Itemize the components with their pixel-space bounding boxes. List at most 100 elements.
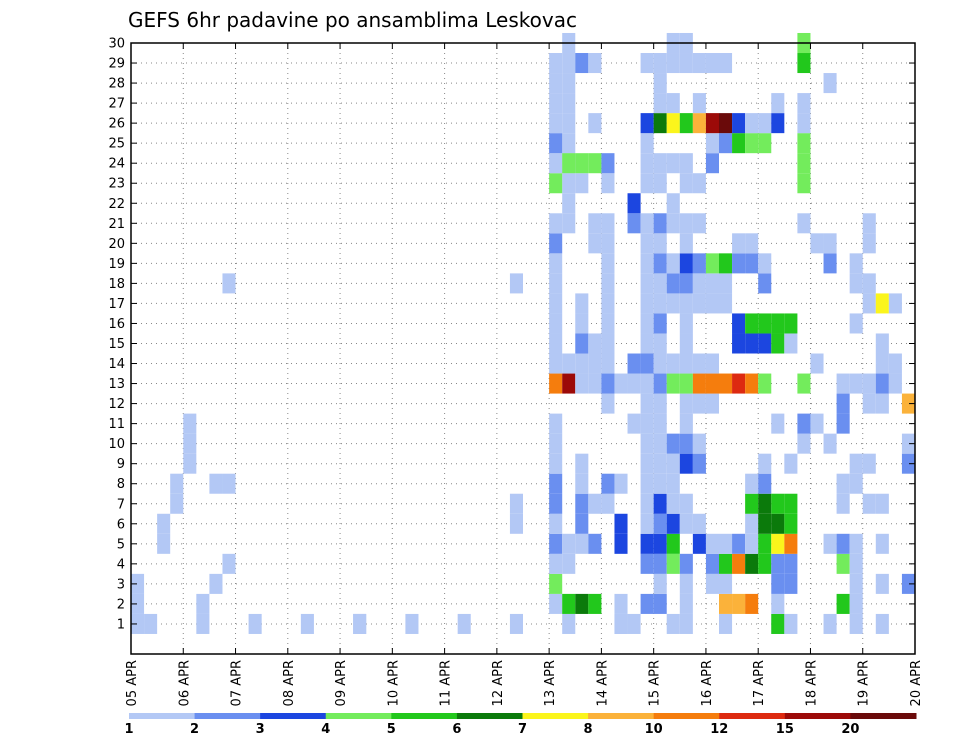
heatmap-cell	[692, 513, 706, 534]
heatmap-cell	[797, 53, 811, 74]
heatmap-cell	[509, 273, 523, 294]
heatmap-cell	[575, 53, 589, 74]
heatmap-cell	[666, 373, 680, 394]
heatmap-cell	[823, 73, 837, 94]
heatmap-cell	[771, 573, 785, 594]
heatmap-cell	[196, 613, 210, 634]
heatmap-cell	[666, 153, 680, 174]
heatmap-cell	[222, 473, 236, 494]
heatmap-cell	[836, 533, 850, 554]
heatmap-cell	[575, 373, 589, 394]
y-tick-label: 23	[108, 177, 125, 192]
heatmap-cell	[562, 213, 576, 234]
heatmap-cell	[666, 353, 680, 374]
heatmap-cell	[549, 513, 563, 534]
heatmap-cell	[862, 373, 876, 394]
heatmap-cell	[692, 93, 706, 114]
heatmap-cell	[719, 573, 733, 594]
heatmap-cell	[862, 453, 876, 474]
heatmap-cell	[849, 593, 863, 614]
heatmap-cell	[692, 213, 706, 234]
heatmap-cell	[549, 173, 563, 194]
heatmap-cell	[562, 353, 576, 374]
heatmap-cell	[797, 133, 811, 154]
heatmap-cell	[732, 133, 746, 154]
heatmap-cell	[719, 253, 733, 274]
heatmap-cell	[653, 293, 667, 314]
heatmap-cell	[562, 193, 576, 214]
heatmap-cell	[745, 113, 759, 134]
heatmap-cell	[562, 533, 576, 554]
heatmap-cell	[653, 553, 667, 574]
heatmap-cell	[549, 213, 563, 234]
heatmap-cell	[562, 73, 576, 94]
heatmap-cell	[549, 293, 563, 314]
heatmap-cell	[549, 493, 563, 514]
heatmap-cell	[549, 153, 563, 174]
heatmap-cell	[157, 513, 171, 534]
heatmap-cell	[601, 153, 615, 174]
heatmap-cell	[549, 553, 563, 574]
heatmap-cell	[758, 373, 772, 394]
heatmap-cell	[640, 113, 654, 134]
heatmap-cell	[719, 593, 733, 614]
heatmap-cell	[758, 553, 772, 574]
heatmap-cell	[666, 493, 680, 514]
heatmap-cell	[640, 373, 654, 394]
heatmap-cell	[784, 313, 798, 334]
heatmap-cell	[692, 53, 706, 74]
heatmap-cell	[627, 193, 641, 214]
colorbar-label: 1	[124, 722, 133, 737]
x-tick-label: 18 APR	[804, 660, 819, 706]
heatmap-cell	[692, 453, 706, 474]
heatmap-cell	[562, 373, 576, 394]
colorbar-label: 2	[190, 722, 199, 737]
heatmap-cell	[653, 473, 667, 494]
heatmap-cell	[653, 213, 667, 234]
heatmap-cell	[209, 573, 223, 594]
heatmap-cell	[653, 233, 667, 254]
colorbar-swatch	[391, 713, 458, 719]
x-tick-label: 15 APR	[648, 660, 663, 706]
heatmap-cell	[653, 273, 667, 294]
x-tick-label: 20 APR	[909, 660, 924, 706]
heatmap-cell	[758, 513, 772, 534]
heatmap-cell	[784, 553, 798, 574]
y-tick-label: 7	[117, 497, 125, 512]
heatmap-cell	[627, 213, 641, 234]
heatmap-cell	[601, 293, 615, 314]
heatmap-cell	[692, 393, 706, 414]
heatmap-cell	[549, 333, 563, 354]
heatmap-cell	[509, 493, 523, 514]
colorbar: 1 2 3 4 5 6 7 8 10 12 15 20	[124, 713, 917, 737]
heatmap-cell	[679, 613, 693, 634]
heatmap-cell	[640, 213, 654, 234]
heatmap-cell	[836, 413, 850, 434]
heatmap-cell	[705, 573, 719, 594]
heatmap-cell	[705, 533, 719, 554]
heatmap-cell	[784, 333, 798, 354]
heatmap-cell	[666, 213, 680, 234]
x-tick-label: 08 APR	[282, 660, 297, 706]
y-tick-label: 25	[108, 137, 125, 152]
heatmap-cell	[170, 493, 184, 514]
heatmap-cell	[562, 553, 576, 574]
y-tick-label: 30	[108, 37, 125, 52]
heatmap-cell	[209, 473, 223, 494]
heatmap-cell	[732, 113, 746, 134]
heatmap-cell	[810, 353, 824, 374]
heatmap-cell	[679, 233, 693, 254]
heatmap-cell	[457, 613, 471, 634]
colorbar-swatch	[850, 713, 917, 719]
heatmap-cell	[784, 613, 798, 634]
heatmap-cell	[901, 393, 915, 414]
heatmap-cell	[653, 253, 667, 274]
heatmap-cell	[888, 353, 902, 374]
heatmap-cell	[784, 493, 798, 514]
heatmap-cell	[575, 493, 589, 514]
heatmap-cells	[131, 32, 915, 634]
heatmap-cell	[758, 253, 772, 274]
heatmap-cell	[653, 433, 667, 454]
heatmap-cell	[601, 473, 615, 494]
heatmap-cell	[823, 613, 837, 634]
